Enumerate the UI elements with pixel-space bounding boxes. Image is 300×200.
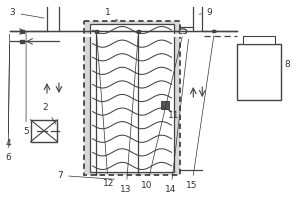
Text: 6: 6	[5, 34, 11, 162]
Text: 11: 11	[163, 107, 180, 120]
Bar	[20, 30, 24, 33]
Bar	[84, 21, 180, 175]
Text: 9: 9	[199, 8, 213, 17]
Text: 7: 7	[58, 171, 114, 180]
Bar	[161, 101, 170, 109]
Bar	[90, 24, 175, 172]
Text: 13: 13	[120, 36, 138, 194]
Bar	[95, 30, 98, 33]
Text: 3: 3	[10, 8, 44, 18]
Circle shape	[212, 30, 216, 33]
Text: 5: 5	[23, 32, 29, 136]
Text: 4: 4	[5, 44, 11, 148]
Bar	[31, 120, 57, 142]
Text: 12: 12	[97, 36, 114, 188]
Bar	[20, 40, 24, 43]
Text: 1: 1	[105, 8, 118, 21]
Text: 2: 2	[43, 103, 56, 124]
Bar	[136, 30, 140, 33]
Text: 10: 10	[141, 37, 182, 190]
Text: 14: 14	[165, 39, 188, 194]
Bar	[237, 44, 281, 100]
Text: 15: 15	[186, 36, 214, 190]
Text: 8: 8	[281, 60, 290, 69]
Bar	[243, 36, 275, 44]
